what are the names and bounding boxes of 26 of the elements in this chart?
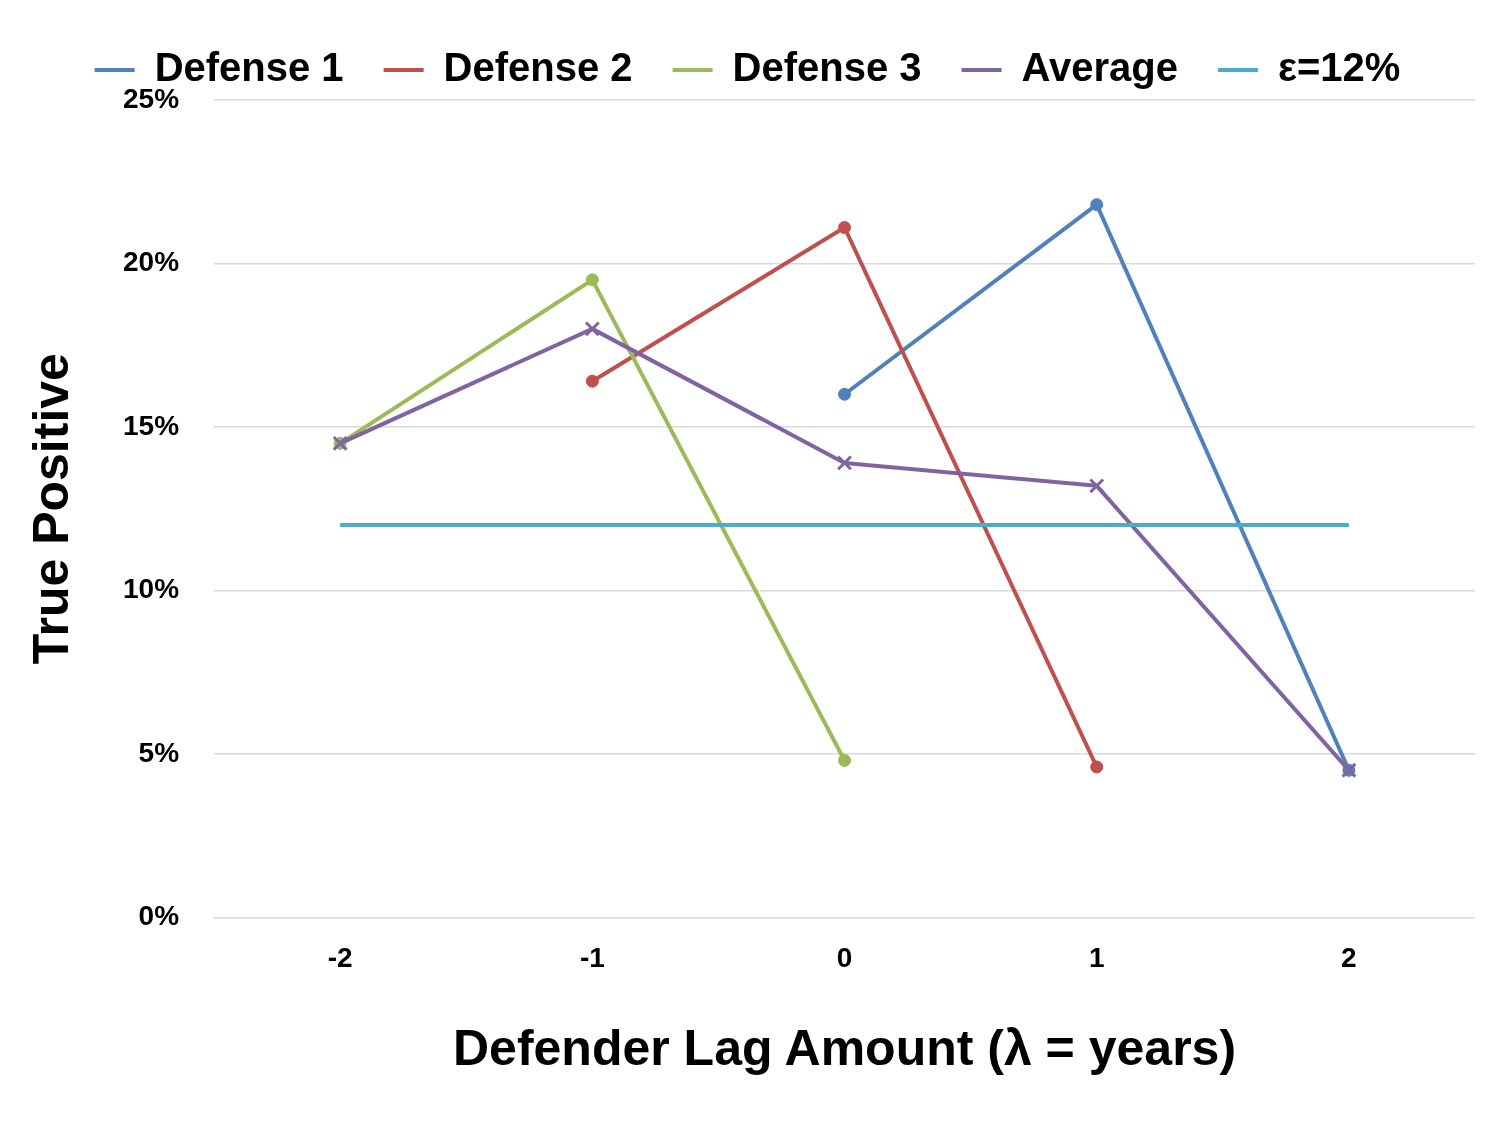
x-tick-label: 2	[1341, 941, 1357, 973]
point	[584, 321, 601, 337]
point	[1088, 477, 1105, 494]
legend-label: Defense 3	[732, 45, 922, 90]
y-tick-label: 10%	[122, 573, 180, 605]
point	[585, 374, 599, 388]
point	[585, 273, 599, 287]
y-tick-label: 5%	[138, 736, 180, 768]
y-tick-label: 20%	[122, 246, 180, 278]
legend-label: Average	[1021, 45, 1178, 90]
point	[838, 387, 852, 401]
point	[838, 221, 852, 235]
point	[1090, 198, 1104, 212]
x-tick-label: 1	[1088, 941, 1105, 973]
legend-label: ε=12%	[1277, 45, 1401, 90]
point	[1090, 760, 1104, 774]
x-tick-label: 0	[836, 941, 853, 973]
legend-label: Defense 2	[443, 45, 633, 90]
x-tick-label: -2	[327, 941, 353, 973]
y-axis-title: True Positive	[22, 353, 79, 665]
x-axis-title: Defender Lag Amount (λ = years)	[452, 1019, 1237, 1076]
x-tick-label: -1	[579, 941, 605, 973]
point	[838, 753, 852, 767]
point	[836, 455, 853, 471]
y-tick-label: 15%	[122, 409, 180, 441]
y-tick-label: 0%	[138, 900, 180, 932]
